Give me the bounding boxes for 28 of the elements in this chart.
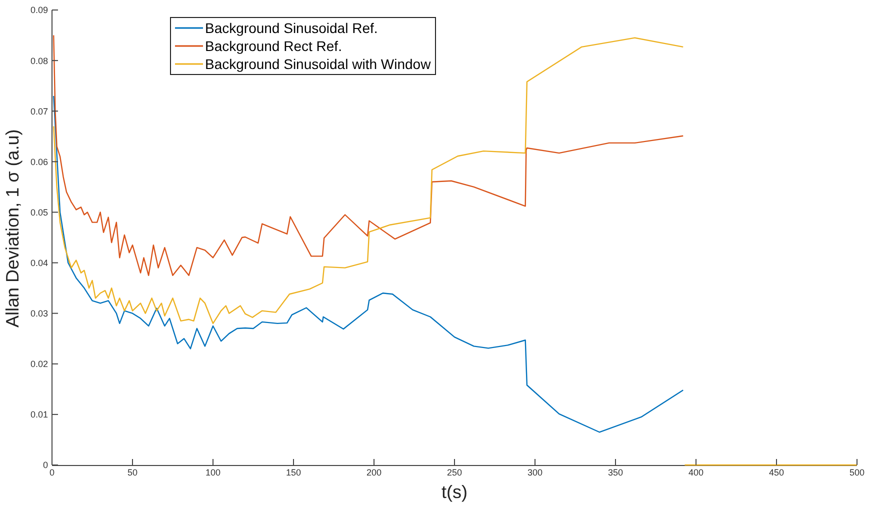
x-tick-label: 100 (205, 467, 221, 478)
x-tick-label: 150 (286, 467, 302, 478)
y-tick-label: 0.04 (30, 258, 48, 268)
x-tick-label: 350 (608, 467, 624, 478)
x-tick-label: 200 (366, 467, 382, 478)
x-tick-label: 0 (49, 467, 55, 478)
y-tick-label: 0.03 (30, 308, 48, 319)
x-tick-label: 300 (527, 467, 543, 478)
y-tick-label: 0 (42, 460, 48, 470)
legend-label: Background Sinusoidal Ref. (205, 19, 378, 37)
x-tick-label: 400 (688, 467, 704, 478)
line-series (53, 34, 684, 276)
legend-label: Background Sinusoidal with Window (205, 55, 431, 73)
line-series (53, 95, 684, 433)
y-tick-label: 0.06 (30, 156, 48, 167)
y-tick-label: 0.05 (30, 207, 48, 218)
x-tick-label: 50 (127, 467, 138, 478)
x-tick-label: 450 (768, 467, 784, 478)
y-axis-title: Allan Deviation, 1 σ (a.u) (2, 129, 22, 328)
y-tick-label: 0.02 (30, 359, 48, 370)
x-tick-label: 250 (446, 467, 462, 478)
y-tick-label: 0.09 (30, 5, 48, 16)
y-tick-label: 0.07 (30, 106, 48, 116)
y-tick-label: 0.01 (30, 410, 48, 420)
legend-label: Background Rect Ref. (205, 37, 342, 55)
y-tick-label: 0.08 (30, 56, 48, 66)
x-tick-label: 500 (849, 467, 865, 478)
x-axis-title: t(s) (442, 482, 468, 502)
